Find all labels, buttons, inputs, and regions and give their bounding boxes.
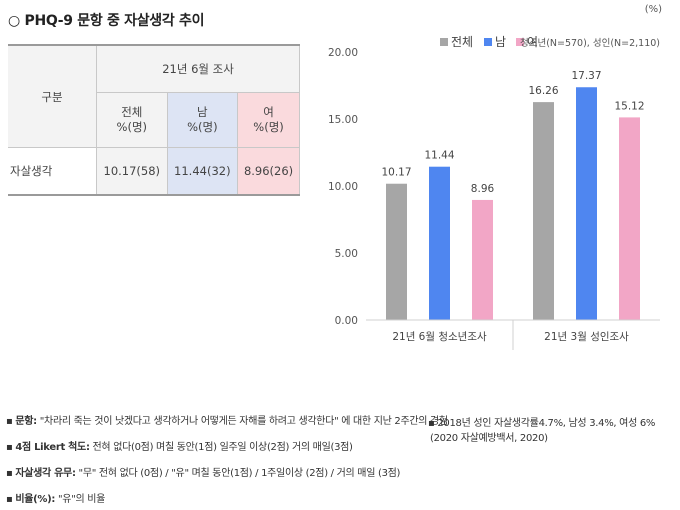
data-label: 10.17 <box>381 167 411 179</box>
reference-source: (2020 자살예방백서, 2020) <box>430 433 548 444</box>
column-name: 남 <box>197 105 208 119</box>
x-category-label: 21년 3월 성인조사 <box>544 331 629 343</box>
summary-table: 구분 21년 6월 조사 전체 %(명) 남 %(명) 여 %(명) 자살생각 … <box>8 44 300 196</box>
reference-line: ▪ 2018년 성인 자살생각률4.7%, 남성 3.4%, 여성 6% <box>428 416 655 431</box>
column-name: 여 <box>263 105 274 119</box>
note-ratio: ▪ 비율(%): "유"의 비율 <box>6 490 105 505</box>
data-label: 11.44 <box>424 150 454 162</box>
note-bold: 4점 Likert 척도: <box>15 442 90 453</box>
column-unit: %(명) <box>187 120 218 134</box>
bullet: ▪ <box>6 442 16 453</box>
legend-swatch <box>440 38 448 46</box>
data-label: 8.96 <box>471 183 495 195</box>
bar <box>429 166 450 320</box>
column-header-male: 남 %(명) <box>166 92 239 148</box>
note-question: ▪ 문항: "차라리 죽는 것이 낫겠다고 생각하거나 어떻게든 자해를 하려고… <box>6 412 448 427</box>
note-text: 전혀 없다(0점) 며칠 동안(1점) 일주일 이상(2점) 거의 매일(3점) <box>89 442 353 453</box>
page-title: ○ PHQ-9 문항 중 자살생각 추이 <box>8 13 205 29</box>
note-bold: 비율(%): <box>15 494 56 505</box>
legend-entry: 전체 <box>451 35 473 49</box>
note-likert: ▪ 4점 Likert 척도: 전혀 없다(0점) 며칠 동안(1점) 일주일 … <box>6 438 353 453</box>
data-label: 17.37 <box>571 70 601 82</box>
legend-note: 청소년(N=570), 성인(N=2,110) <box>520 38 660 49</box>
bar <box>533 102 554 320</box>
cell-male: 11.44(32) <box>166 147 239 196</box>
bullet: ▪ <box>6 468 16 479</box>
row-label: 자살생각 <box>8 147 97 196</box>
cell-female: 8.96(26) <box>237 147 300 196</box>
data-label: 15.12 <box>614 100 644 112</box>
row-header: 구분 <box>8 44 97 148</box>
bar-chart: 10.17 11.44 8.96 16.26 17.37 15.12 0.00 5.00 10… <box>328 4 662 350</box>
note-bold: 문항: <box>15 416 37 427</box>
column-unit: %(명) <box>253 120 284 134</box>
survey-header: 21년 6월 조사 <box>96 44 300 93</box>
note-presence: ▪ 자살생각 유무: "무" 전혀 없다 (0점) / "유" 며칠 동안(1점… <box>6 464 400 479</box>
bar <box>386 183 407 320</box>
note-text: "차라리 죽는 것이 낫겠다고 생각하거나 어떻게든 자해를 하려고 생각한다"… <box>36 416 448 427</box>
legend-entry: 남 <box>495 35 506 49</box>
y-tick-label: 20.00 <box>328 47 358 59</box>
note-text: "무" 전혀 없다 (0점) / "유" 며칠 동안(1점) / 1주일이상 (… <box>75 468 401 479</box>
table-row: 자살생각 10.17(58) 11.44(32) 8.96(26) <box>8 147 300 196</box>
cell-all: 10.17(58) <box>96 147 168 196</box>
column-header-all: 전체 %(명) <box>96 92 168 148</box>
note-bold: 자살생각 유무: <box>15 468 76 479</box>
y-tick-label: 10.00 <box>328 181 358 193</box>
legend-entry: 여 <box>527 35 538 49</box>
legend-swatch <box>484 38 492 46</box>
legend-swatch <box>516 38 524 46</box>
column-name: 전체 <box>121 105 143 119</box>
y-tick-label: 0.00 <box>335 315 358 327</box>
note-text: "유"의 비율 <box>55 494 106 505</box>
bullet: ▪ <box>6 416 16 427</box>
column-header-female: 여 %(명) <box>237 92 300 148</box>
reference-note: ▪ 2018년 성인 자살생각률4.7%, 남성 3.4%, 여성 6% (20… <box>428 416 655 446</box>
bullet: ▪ <box>6 494 16 505</box>
bar <box>472 199 493 320</box>
data-label: 16.26 <box>528 85 558 97</box>
reference-text: 2018년 성인 자살생각률4.7%, 남성 3.4%, 여성 6% <box>437 418 656 429</box>
column-unit: %(명) <box>116 120 148 134</box>
x-category-label: 21년 6월 청소년조사 <box>392 331 487 343</box>
unit-label: (%) <box>645 4 662 15</box>
bar <box>619 117 640 320</box>
bar <box>576 87 597 320</box>
y-tick-label: 5.00 <box>335 248 358 260</box>
y-tick-label: 15.00 <box>328 114 358 126</box>
bullet: ▪ <box>428 418 438 429</box>
